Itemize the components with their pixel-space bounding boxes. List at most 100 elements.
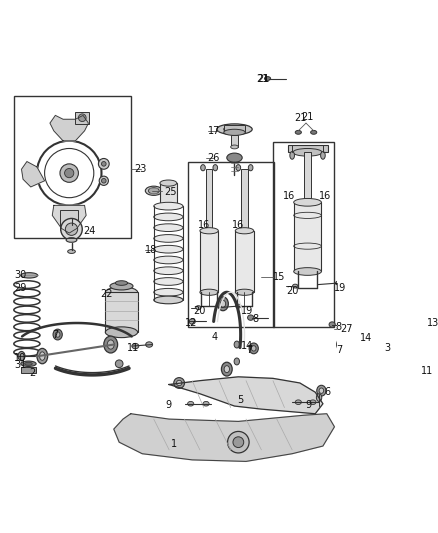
Text: 16: 16 bbox=[283, 191, 295, 201]
Text: 10: 10 bbox=[14, 353, 26, 362]
Bar bbox=[235, 231, 254, 292]
Text: 14: 14 bbox=[241, 341, 254, 351]
Text: 14: 14 bbox=[360, 333, 372, 343]
Ellipse shape bbox=[154, 267, 183, 274]
Ellipse shape bbox=[107, 340, 114, 349]
Ellipse shape bbox=[310, 400, 316, 405]
Text: 15: 15 bbox=[273, 272, 285, 282]
Ellipse shape bbox=[295, 400, 301, 405]
Ellipse shape bbox=[146, 342, 152, 347]
Ellipse shape bbox=[234, 358, 240, 365]
Text: 6: 6 bbox=[325, 387, 331, 397]
Ellipse shape bbox=[25, 362, 32, 365]
Bar bbox=[231, 135, 238, 147]
Circle shape bbox=[102, 161, 106, 166]
Text: 20: 20 bbox=[194, 306, 206, 317]
Text: 16: 16 bbox=[319, 191, 331, 201]
Ellipse shape bbox=[329, 322, 335, 327]
Bar bbox=[200, 231, 219, 292]
Text: 11: 11 bbox=[127, 343, 139, 353]
Polygon shape bbox=[52, 205, 86, 233]
Text: 5: 5 bbox=[237, 395, 243, 405]
Ellipse shape bbox=[67, 249, 75, 253]
Circle shape bbox=[99, 176, 109, 185]
Ellipse shape bbox=[265, 77, 271, 80]
Ellipse shape bbox=[354, 321, 359, 328]
Ellipse shape bbox=[104, 336, 118, 353]
Text: 7: 7 bbox=[52, 329, 59, 340]
Ellipse shape bbox=[154, 203, 183, 210]
Ellipse shape bbox=[37, 349, 48, 364]
Text: 1: 1 bbox=[171, 440, 177, 449]
Ellipse shape bbox=[293, 149, 322, 156]
Text: 16: 16 bbox=[232, 220, 244, 230]
Ellipse shape bbox=[218, 297, 228, 311]
Bar bbox=[160, 183, 177, 206]
Ellipse shape bbox=[412, 320, 418, 326]
Ellipse shape bbox=[132, 343, 139, 349]
Text: 18: 18 bbox=[145, 245, 157, 255]
Text: 11: 11 bbox=[421, 366, 434, 376]
Ellipse shape bbox=[316, 394, 322, 401]
Ellipse shape bbox=[236, 304, 241, 308]
Text: 22: 22 bbox=[100, 289, 113, 299]
Ellipse shape bbox=[145, 186, 162, 196]
Text: 21: 21 bbox=[294, 112, 307, 123]
Ellipse shape bbox=[154, 224, 183, 231]
Bar bbox=[288, 144, 328, 152]
Ellipse shape bbox=[148, 188, 159, 194]
Ellipse shape bbox=[251, 346, 256, 351]
Ellipse shape bbox=[115, 360, 123, 368]
Ellipse shape bbox=[294, 198, 321, 206]
Text: 25: 25 bbox=[164, 187, 176, 197]
Ellipse shape bbox=[295, 131, 301, 134]
Ellipse shape bbox=[53, 329, 62, 340]
Text: 21: 21 bbox=[256, 74, 268, 84]
Ellipse shape bbox=[352, 318, 361, 330]
Ellipse shape bbox=[220, 300, 226, 307]
Text: 8: 8 bbox=[335, 322, 341, 332]
Text: 8: 8 bbox=[252, 314, 258, 324]
Ellipse shape bbox=[363, 350, 368, 357]
Ellipse shape bbox=[235, 289, 254, 295]
Ellipse shape bbox=[213, 165, 218, 171]
Circle shape bbox=[61, 219, 82, 240]
Ellipse shape bbox=[18, 351, 25, 361]
Ellipse shape bbox=[105, 327, 138, 337]
Ellipse shape bbox=[154, 235, 183, 243]
Ellipse shape bbox=[401, 367, 410, 379]
Ellipse shape bbox=[224, 130, 245, 135]
Polygon shape bbox=[114, 414, 335, 462]
Ellipse shape bbox=[417, 367, 425, 372]
Circle shape bbox=[65, 223, 78, 236]
Text: 17: 17 bbox=[208, 126, 220, 136]
Text: 21: 21 bbox=[301, 112, 314, 122]
Text: 27: 27 bbox=[341, 324, 353, 334]
Circle shape bbox=[102, 179, 106, 183]
Ellipse shape bbox=[177, 380, 182, 386]
Ellipse shape bbox=[337, 337, 347, 351]
Text: 12: 12 bbox=[184, 318, 197, 328]
Bar bbox=[188, 161, 275, 327]
Ellipse shape bbox=[247, 315, 254, 320]
Text: 3: 3 bbox=[385, 343, 391, 353]
Bar bbox=[304, 152, 311, 203]
Text: 21: 21 bbox=[258, 74, 270, 84]
Polygon shape bbox=[50, 116, 88, 141]
Ellipse shape bbox=[200, 289, 219, 295]
Text: 24: 24 bbox=[83, 226, 95, 236]
Ellipse shape bbox=[227, 153, 242, 163]
Bar bbox=[224, 125, 245, 132]
Polygon shape bbox=[21, 161, 45, 187]
Ellipse shape bbox=[200, 228, 219, 234]
Ellipse shape bbox=[174, 377, 184, 389]
Text: 31: 31 bbox=[14, 360, 26, 370]
Ellipse shape bbox=[404, 370, 408, 376]
Ellipse shape bbox=[201, 165, 205, 171]
Text: 2: 2 bbox=[29, 368, 35, 378]
Ellipse shape bbox=[231, 145, 238, 149]
Ellipse shape bbox=[350, 340, 354, 345]
Ellipse shape bbox=[21, 361, 36, 367]
Ellipse shape bbox=[235, 228, 254, 234]
Text: 7: 7 bbox=[336, 345, 342, 355]
